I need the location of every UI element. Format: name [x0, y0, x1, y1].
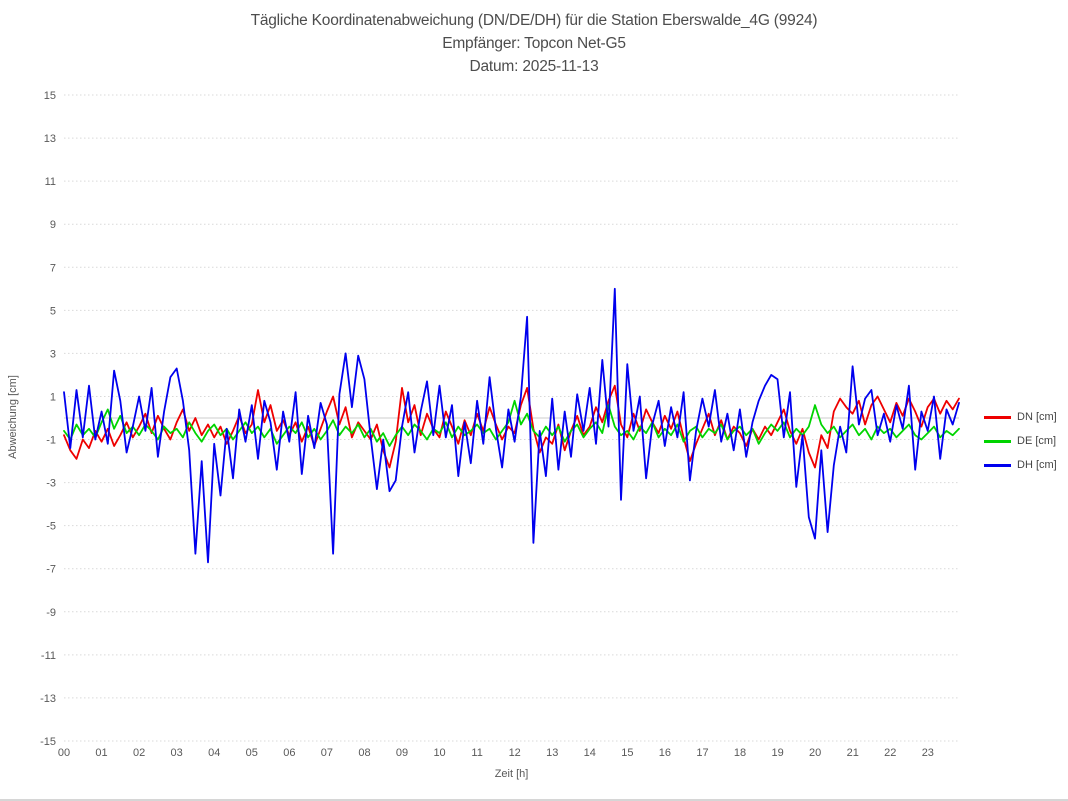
x-tick-label: 11 [471, 747, 482, 759]
x-tick-label: 18 [734, 747, 746, 759]
x-tick-label: 10 [433, 747, 445, 759]
y-tick-label: 9 [50, 219, 56, 231]
title-block: Tägliche Koordinatenabweichung (DN/DE/DH… [0, 9, 1068, 78]
x-tick-label: 12 [509, 747, 521, 759]
legend: DN [cm] DE [cm] DH [cm] [984, 405, 1057, 477]
legend-label-dn: DN [cm] [1017, 411, 1057, 423]
y-tick-label: -9 [46, 607, 56, 619]
x-tick-label: 02 [133, 747, 145, 759]
y-tick-label: -11 [41, 650, 56, 662]
series-dh-line [63, 287, 960, 564]
x-tick-label: 08 [358, 747, 370, 759]
y-tick-label: -1 [46, 435, 56, 447]
chart-subtitle-receiver: Empfänger: Topcon Net-G5 [442, 35, 626, 52]
y-tick-label: 15 [44, 90, 56, 102]
legend-item-dn: DN [cm] [984, 405, 1057, 429]
chart-subtitle-date: Datum: 2025-11-13 [469, 58, 599, 75]
legend-swatch-dn [984, 415, 1011, 419]
y-tick-label: -15 [40, 736, 56, 748]
x-tick-label: 00 [58, 747, 70, 759]
x-tick-label: 22 [884, 747, 896, 759]
y-tick-label: 1 [50, 391, 56, 403]
x-tick-label: 09 [396, 747, 408, 759]
x-tick-label: 06 [283, 747, 295, 759]
legend-item-dh: DH [cm] [984, 453, 1057, 477]
y-tick-label: -3 [46, 478, 56, 490]
x-tick-label: 16 [659, 747, 671, 759]
y-tick-label: 3 [50, 348, 56, 360]
legend-label-de: DE [cm] [1017, 435, 1057, 447]
x-tick-label: 17 [696, 747, 708, 759]
x-tick-label: 15 [621, 747, 633, 759]
y-tick-label: -13 [40, 693, 56, 705]
chart-title: Tägliche Koordinatenabweichung (DN/DE/DH… [250, 12, 818, 29]
x-tick-label: 19 [771, 747, 783, 759]
x-tick-label: 07 [321, 747, 333, 759]
legend-swatch-dh [984, 463, 1011, 467]
x-tick-label: 01 [95, 747, 107, 759]
legend-label-dh: DH [cm] [1017, 459, 1057, 471]
x-tick-label: 20 [809, 747, 821, 759]
x-axis-title: Zeit [h] [494, 768, 529, 780]
x-tick-label: 23 [922, 747, 934, 759]
x-tick-label: 21 [847, 747, 859, 759]
x-tick-label: 13 [546, 747, 558, 759]
legend-item-de: DE [cm] [984, 429, 1057, 453]
x-tick-label: 03 [171, 747, 183, 759]
x-tick-label: 05 [246, 747, 258, 759]
y-tick-label: 5 [50, 305, 56, 317]
series-de-line [63, 399, 960, 447]
x-tick-label: 04 [208, 747, 220, 759]
y-tick-label: 11 [45, 176, 56, 188]
x-tick-label: 14 [584, 747, 596, 759]
y-tick-label: -7 [46, 564, 56, 576]
y-tick-label: -5 [46, 521, 56, 533]
legend-swatch-de [984, 439, 1011, 443]
y-tick-label: 7 [50, 262, 56, 274]
y-tick-label: 13 [44, 133, 56, 145]
